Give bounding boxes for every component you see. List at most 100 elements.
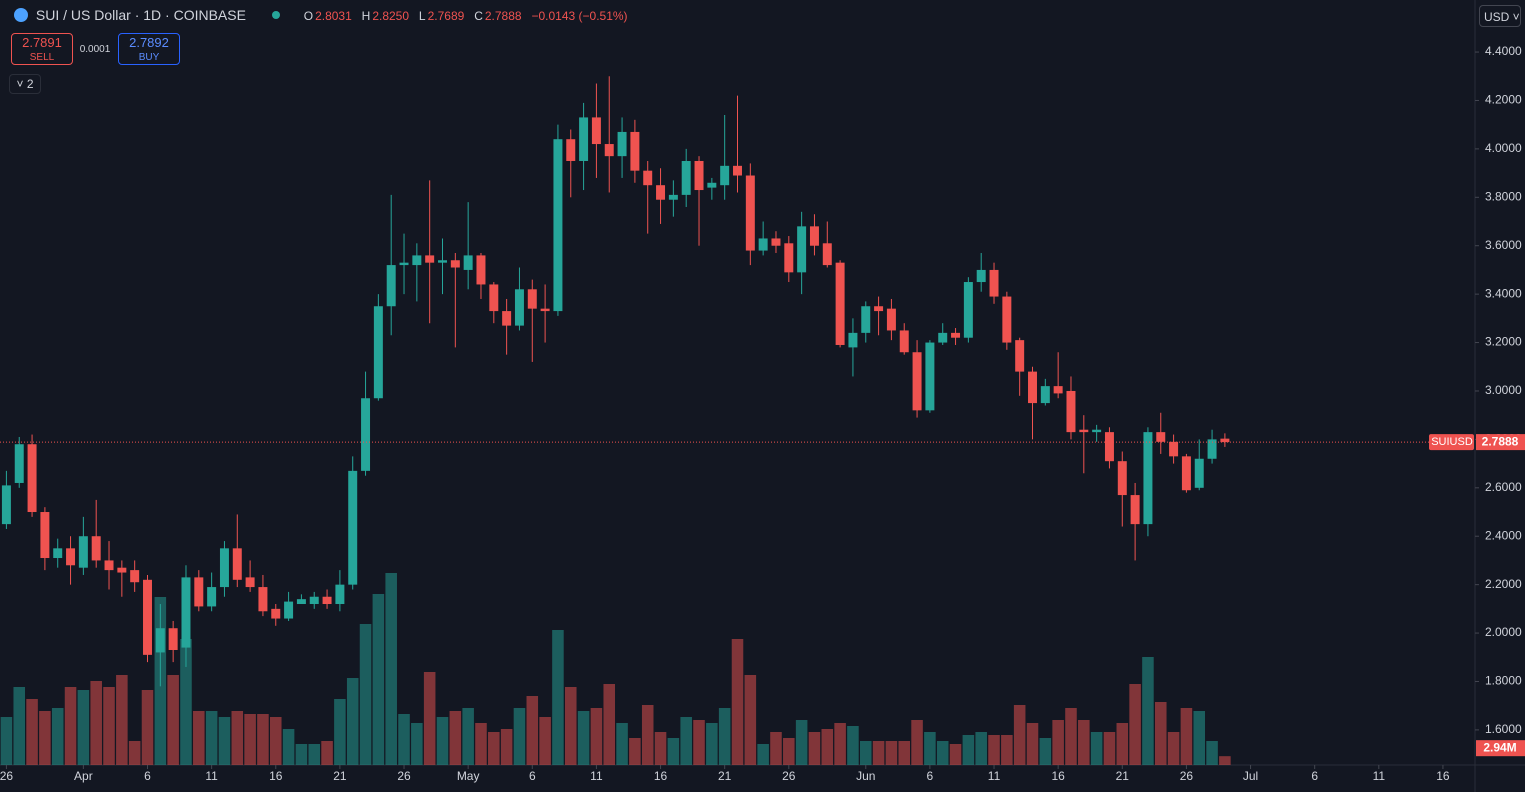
volume-bar	[180, 639, 192, 765]
volume-bar	[1026, 723, 1039, 765]
volume-bar	[577, 711, 590, 765]
volume-label: 2.94M	[1483, 740, 1516, 754]
volume-bar	[539, 717, 551, 765]
volume-bar	[718, 708, 731, 765]
candle-body	[1207, 439, 1217, 459]
volume-bar	[693, 720, 705, 765]
candle-body	[784, 243, 794, 273]
candle-body	[450, 260, 460, 268]
volume-bar	[603, 684, 616, 765]
indicator-count: 2	[26, 77, 34, 91]
open: 2.8031	[315, 9, 352, 23]
volume-bar	[564, 687, 577, 765]
currency: USD	[1484, 10, 1510, 24]
volume-bar	[808, 732, 821, 765]
volume-bar	[924, 732, 936, 765]
x-tick-label: 11	[590, 769, 603, 783]
volume-bar	[308, 744, 321, 765]
volume-bar	[0, 717, 13, 765]
candle-body	[694, 160, 704, 191]
y-tick-label: 2.6000	[1485, 480, 1522, 494]
candle-body	[835, 262, 845, 345]
volume-bar	[872, 741, 885, 765]
candle-body	[1130, 495, 1140, 525]
c-key: C	[474, 9, 483, 23]
candle-body	[886, 308, 896, 331]
candle-body	[1220, 438, 1230, 443]
candle-body	[14, 444, 24, 483]
candle-body	[707, 182, 717, 188]
candle-body	[143, 579, 152, 655]
candle-body	[822, 243, 832, 266]
volume-bar	[1206, 741, 1218, 765]
candle-body	[925, 342, 935, 411]
y-tick-label: 4.2000	[1485, 93, 1522, 107]
volume-bar	[128, 741, 141, 765]
volume-bar	[39, 711, 51, 765]
volume-bar	[411, 723, 423, 765]
volume-bar	[1013, 705, 1026, 765]
volume-bar	[859, 741, 872, 765]
y-tick-label: 2.0000	[1485, 625, 1522, 639]
price-label: 2.7888	[1482, 434, 1519, 448]
candle-body	[912, 352, 922, 411]
x-tick-label: Jul	[1243, 769, 1258, 783]
candle-body	[668, 194, 678, 200]
sell-button[interactable]: 2.7891 SELL	[11, 33, 73, 65]
volume-bar	[1065, 708, 1077, 765]
sell-label: SELL	[29, 52, 55, 63]
volume-bar	[398, 714, 410, 765]
symbol-tag: SUIUSD	[1431, 436, 1473, 448]
candle-body	[745, 175, 755, 251]
volume-bar	[295, 744, 308, 765]
volume-bar	[834, 723, 846, 765]
volume-bar	[1052, 720, 1064, 765]
candle-body	[758, 238, 768, 251]
buy-button[interactable]: 2.7892 BUY	[118, 33, 180, 65]
volume-bar	[372, 594, 385, 765]
y-tick-label: 2.2000	[1485, 577, 1522, 591]
volume-bar	[821, 729, 834, 765]
candle-body	[797, 226, 807, 273]
candle-body	[91, 536, 101, 561]
y-tick-label: 3.2000	[1485, 335, 1522, 349]
candle-body	[1015, 340, 1025, 372]
candle-body	[258, 587, 268, 612]
volume-bar	[757, 744, 769, 765]
candle-body	[322, 596, 332, 605]
candle-body	[194, 577, 204, 607]
candle-body	[104, 560, 114, 571]
volume-bar	[1090, 732, 1103, 765]
buy-label: BUY	[138, 52, 160, 63]
candle-body	[296, 599, 306, 605]
volume-bar	[269, 717, 282, 765]
volume-bar	[1039, 738, 1052, 765]
volume-bar	[359, 624, 372, 765]
volume-bar	[205, 711, 218, 765]
candle-body	[271, 608, 281, 619]
currency-select[interactable]: USD ˅	[1479, 5, 1521, 27]
volume-bar	[244, 714, 256, 765]
candle-body	[1, 485, 11, 525]
volume-bar	[988, 735, 1000, 765]
y-tick-label: 2.4000	[1485, 528, 1522, 542]
volume-bar	[488, 732, 500, 765]
x-tick-label: 11	[205, 769, 218, 783]
candle-body	[514, 289, 524, 326]
candle-body	[643, 170, 653, 186]
indicators-toggle[interactable]: ˅ 2	[9, 74, 41, 94]
candle-body	[245, 577, 255, 588]
spread: 0.0001	[79, 44, 111, 55]
candle-body	[720, 165, 730, 186]
candle-body	[399, 262, 409, 266]
candle-body	[1079, 429, 1089, 433]
volume-bar	[1103, 732, 1116, 765]
volume-bar	[282, 729, 295, 765]
volume-label-bg	[1476, 740, 1525, 757]
volume-bar	[641, 705, 654, 765]
candle-body	[168, 628, 178, 651]
candle-body	[1066, 390, 1076, 433]
candle-body	[27, 444, 37, 513]
